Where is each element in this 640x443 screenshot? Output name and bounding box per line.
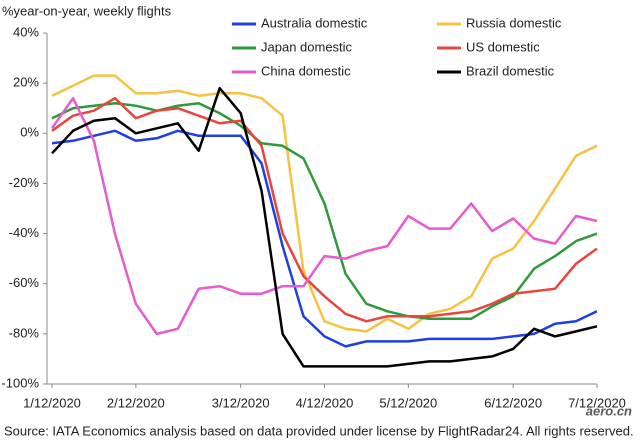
legend-label: China domestic bbox=[261, 63, 351, 78]
legend-label: Russia domestic bbox=[466, 15, 562, 30]
legend-label: Australia domestic bbox=[261, 15, 368, 30]
series-line bbox=[51, 101, 598, 321]
y-tick-label: -60% bbox=[9, 275, 40, 290]
x-tick-label: 5/12/2020 bbox=[379, 395, 437, 410]
legend-label: Japan domestic bbox=[261, 39, 353, 54]
y-tick-label: 0% bbox=[20, 125, 39, 140]
legend-label: Brazil domestic bbox=[466, 63, 555, 78]
x-tick-label: 1/12/2020 bbox=[23, 395, 81, 410]
y-tick-label: -40% bbox=[9, 225, 40, 240]
x-tick-label: 6/12/2020 bbox=[484, 395, 542, 410]
y-tick-label: 20% bbox=[13, 75, 39, 90]
y-axis-title: %year-on-year, weekly flights bbox=[2, 3, 172, 18]
watermark: aero.cn bbox=[586, 403, 632, 418]
series-line bbox=[51, 96, 598, 323]
series-line bbox=[50, 96, 598, 336]
x-tick-label: 2/12/2020 bbox=[107, 395, 165, 410]
x-tick-label: 7/12/2020 bbox=[568, 395, 626, 410]
x-tick-label: 3/12/2020 bbox=[212, 395, 270, 410]
series-line bbox=[51, 74, 598, 333]
series-line bbox=[51, 129, 598, 348]
source-note: Source: IATA Economics analysis based on… bbox=[4, 423, 634, 438]
y-tick-label: -80% bbox=[9, 325, 40, 340]
y-tick-label: -100% bbox=[1, 375, 39, 390]
y-tick-label: -20% bbox=[9, 175, 40, 190]
legend-label: US domestic bbox=[466, 39, 540, 54]
x-tick-label: 4/12/2020 bbox=[296, 395, 354, 410]
y-tick-label: 40% bbox=[13, 24, 39, 39]
series-line bbox=[51, 86, 598, 368]
